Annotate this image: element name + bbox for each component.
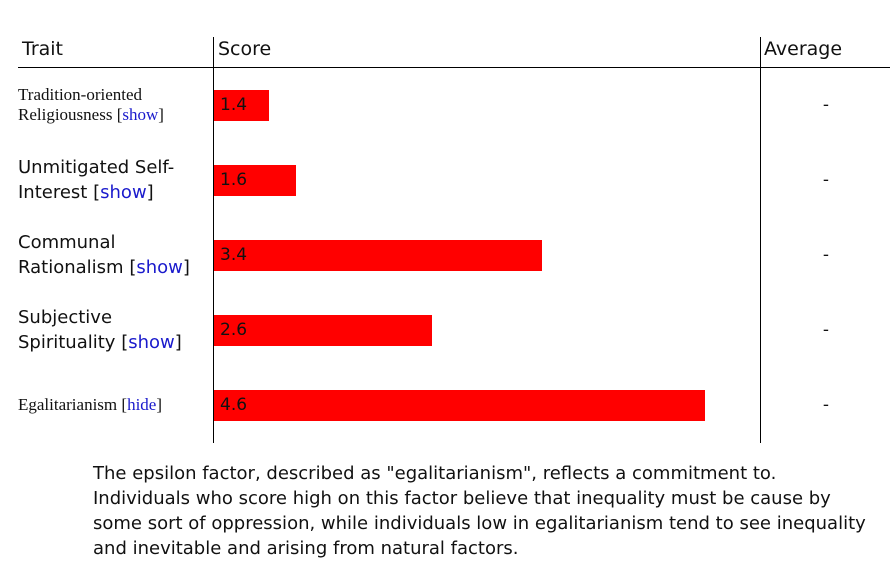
trait-name: Egalitarianism [18,395,118,414]
column-divider [213,37,214,443]
trait-name: Communal Rationalism [18,232,124,278]
score-label: 1.4 [220,95,248,115]
description: The epsilon factor, described as "egalit… [93,463,866,559]
score-label: 4.6 [220,395,248,415]
score-label: 2.6 [220,320,248,340]
header-average: Average [764,38,843,60]
average-value: - [822,245,830,265]
toggle-link[interactable]: show [121,332,182,353]
average-value: - [822,170,830,190]
toggle-link[interactable]: show [117,105,164,124]
trait-name: Subjective Spirituality [18,307,116,353]
trait-label: Egalitarianism hide [18,395,213,415]
score-bar [214,315,433,346]
average-value: - [822,320,830,340]
trait-label: Unmitigated Self-Interest show [18,155,213,205]
header-rule [18,67,890,68]
average-value: - [822,395,830,415]
trait-label: Tradition-oriented Religiousness show [18,85,213,125]
toggle-link[interactable]: show [129,257,190,278]
trait-name: Unmitigated Self-Interest [18,157,175,203]
score-label: 1.6 [220,170,248,190]
toggle-link[interactable]: hide [121,395,162,414]
average-value: - [822,95,830,115]
score-bar [214,165,296,196]
toggle-link[interactable]: show [93,182,154,203]
header-trait: Trait [22,38,63,60]
score-bar [214,90,269,121]
trait-label: Communal Rationalism show [18,230,213,280]
trait-name: Tradition-oriented Religiousness [18,85,143,124]
header-score: Score [218,38,272,60]
score-label: 3.4 [220,245,248,265]
score-bar [214,390,706,421]
column-divider [760,37,761,443]
trait-label: Subjective Spirituality show [18,305,213,355]
score-bar [214,240,542,271]
